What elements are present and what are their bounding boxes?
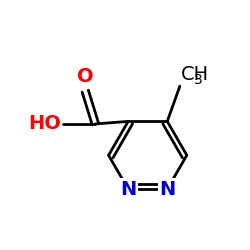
Text: 3: 3 [194, 73, 202, 87]
Text: O: O [77, 66, 94, 86]
Text: CH: CH [181, 64, 209, 84]
Text: N: N [159, 180, 176, 199]
Text: HO: HO [28, 114, 61, 134]
Text: N: N [120, 180, 136, 199]
